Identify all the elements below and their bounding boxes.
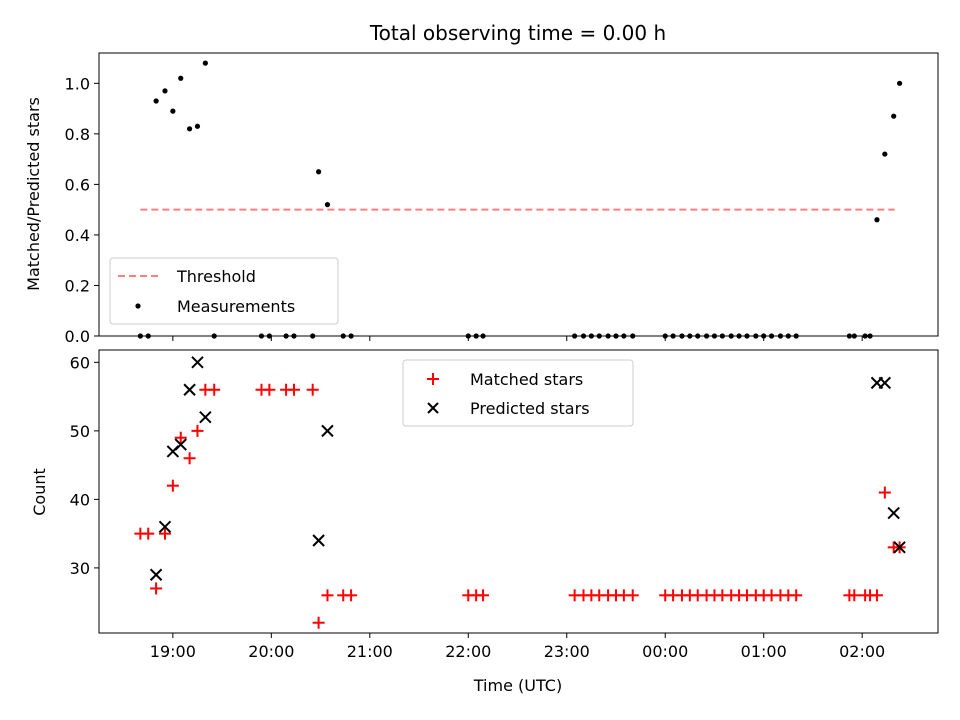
bottom-x-tick-label: 01:00 — [741, 642, 787, 661]
measurement-point — [178, 75, 184, 81]
measurement-point — [162, 88, 168, 94]
bottom-x-tick-label: 22:00 — [445, 642, 491, 661]
bottom-x-tick-label: 00:00 — [642, 642, 688, 661]
measurement-point — [194, 123, 201, 129]
bottom-legend: Matched stars Predicted stars — [402, 359, 634, 427]
top-axes-frame — [98, 52, 939, 337]
bottom-x-tick-label: 19:00 — [150, 642, 196, 661]
predicted-star-point — [183, 383, 196, 396]
bottom-legend-frame — [402, 359, 634, 427]
bottom-plot-area: 30 40 50 60 19:00 20:00 21:00 22:00 23:00 00:00 01… — [70, 349, 939, 661]
bottom-x-tick-label: 23:00 — [544, 642, 590, 661]
bottom-x-axis-label: Time (UTC) — [473, 676, 562, 695]
measurements-legend-marker — [135, 303, 141, 309]
measurements-legend-label: Measurements — [177, 297, 295, 316]
bottom-axes-frame — [98, 349, 939, 634]
measurement-point — [186, 126, 193, 132]
matched-stars-legend-marker — [427, 373, 439, 385]
matched-star-point — [477, 589, 490, 602]
measurement-point — [896, 80, 903, 86]
bottom-y-axis-label: Count — [30, 468, 49, 516]
matched-star-point — [158, 527, 171, 540]
matched-star-point — [790, 589, 803, 602]
measurement-point — [170, 108, 176, 114]
measurement-point — [315, 169, 322, 175]
matched-star-point — [142, 527, 155, 540]
bottom-y-tick-label: 40 — [70, 490, 90, 509]
matched-star-point — [848, 589, 861, 602]
predicted-star-point — [321, 424, 334, 438]
matched-star-point — [287, 383, 300, 396]
top-y-tick-label: 0.0 — [65, 327, 90, 346]
top-y-tick-label: 1.0 — [65, 74, 90, 93]
bottom-x-tick-label: 02:00 — [839, 642, 885, 661]
measurement-point — [891, 113, 897, 119]
measurement-point — [882, 151, 888, 157]
top-y-tick-label: 0.4 — [65, 226, 90, 245]
bottom-y-tick-label: 30 — [70, 559, 90, 578]
measurement-point — [324, 202, 331, 208]
top-y-axis-label: Matched/Predicted stars — [24, 97, 43, 291]
predicted-star-point — [878, 376, 892, 390]
matched-star-point — [626, 589, 639, 602]
predicted-stars-legend-label: Predicted stars — [470, 399, 590, 418]
matched-star-point — [870, 589, 883, 602]
predicted-stars-legend-marker — [427, 402, 439, 414]
top-y-tick-label: 0.6 — [65, 175, 90, 194]
matched-stars-legend-label: Matched stars — [470, 370, 583, 389]
top-plot-area: 0.0 0.2 0.4 0.6 0.8 1.0 — [65, 52, 939, 346]
matched-star-point — [183, 452, 196, 465]
threshold-legend-label: Threshold — [176, 267, 256, 286]
matched-star-point — [306, 383, 319, 396]
matched-star-point — [321, 589, 334, 602]
measurement-point — [202, 60, 208, 66]
matched-star-point — [312, 616, 325, 629]
predicted-star-point — [887, 506, 900, 520]
predicted-star-point — [191, 356, 204, 369]
predicted-star-point — [199, 410, 212, 424]
predicted-star-point — [312, 534, 325, 547]
matched-star-point — [345, 589, 358, 602]
matched-star-point — [174, 431, 187, 444]
measurement-point — [874, 217, 880, 223]
matched-star-point — [166, 479, 179, 492]
bottom-y-tick-label: 50 — [70, 422, 90, 441]
top-chart-title: Total observing time = 0.00 h — [369, 21, 666, 45]
top-y-tick-label: 0.8 — [65, 125, 90, 144]
predicted-star-point — [149, 568, 163, 581]
top-legend: Threshold Measurements — [109, 257, 339, 325]
top-y-tick-label: 0.2 — [65, 276, 90, 295]
predicted-star-point — [158, 520, 172, 533]
bottom-y-tick-label: 60 — [70, 353, 90, 372]
matched-star-point — [191, 424, 204, 437]
predicted-star-point — [893, 541, 906, 554]
bottom-x-tick-label: 21:00 — [347, 642, 393, 661]
matched-star-point — [208, 383, 221, 396]
bottom-x-tick-label: 20:00 — [248, 642, 294, 661]
matched-star-point — [878, 486, 891, 499]
top-legend-frame — [109, 257, 339, 325]
matched-star-point — [263, 383, 276, 396]
predicted-star-point — [174, 438, 187, 451]
matched-star-point — [150, 582, 163, 595]
measurement-point — [153, 98, 159, 104]
